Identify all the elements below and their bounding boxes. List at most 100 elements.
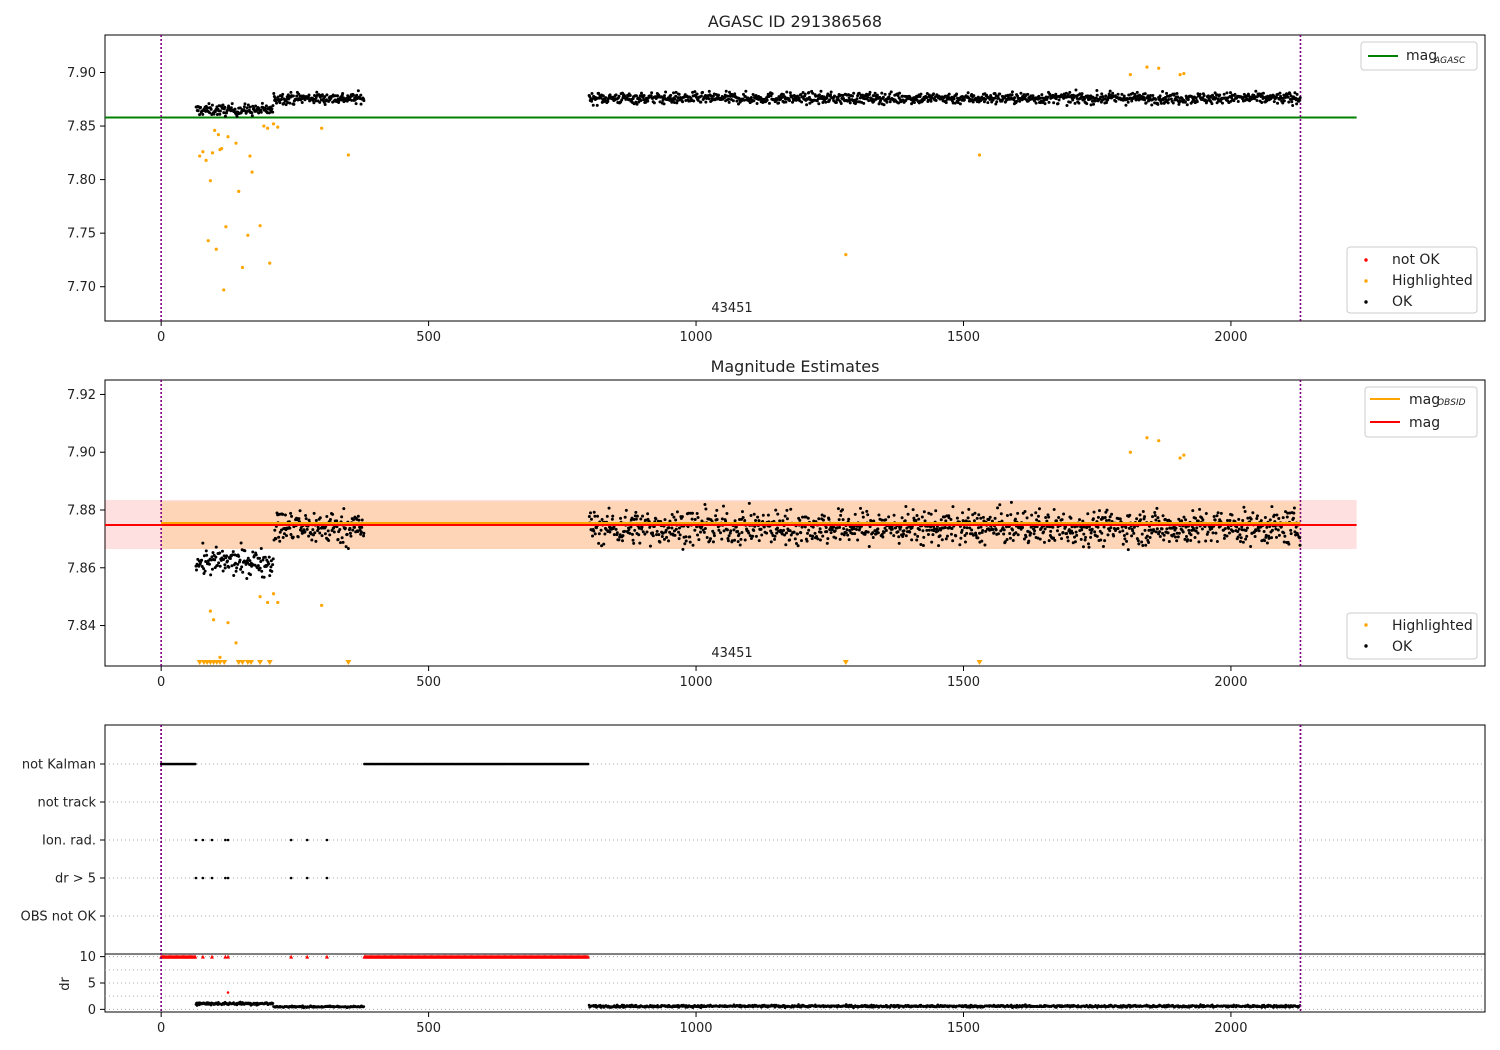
- ok-point: [968, 526, 972, 530]
- legend-label-not-ok: not OK: [1392, 252, 1440, 268]
- ok-point: [311, 528, 315, 532]
- ok-point: [225, 559, 229, 563]
- ok-point: [784, 531, 788, 535]
- ok-point: [1077, 101, 1081, 105]
- ok-point: [749, 514, 753, 518]
- ok-point: [796, 544, 800, 548]
- ok-point: [278, 101, 282, 105]
- ok-point: [623, 515, 627, 519]
- ok-point: [271, 563, 275, 567]
- ok-point: [1259, 519, 1263, 523]
- ok-point: [1154, 518, 1158, 522]
- ok-point: [348, 526, 352, 530]
- ok-point: [218, 564, 222, 568]
- ok-point: [1282, 540, 1286, 544]
- ok-point: [1037, 507, 1041, 511]
- ok-point: [866, 95, 870, 99]
- panel1-title: AGASC ID 291386568: [708, 12, 882, 31]
- ok-point: [1212, 514, 1216, 518]
- ok-point: [866, 513, 870, 517]
- highlighted-point: [204, 158, 208, 162]
- ok-point: [752, 99, 756, 103]
- ok-point: [1227, 531, 1231, 535]
- ok-point: [848, 528, 852, 532]
- ok-point: [882, 103, 886, 107]
- ok-point: [1122, 534, 1126, 538]
- ok-point: [1253, 534, 1257, 538]
- highlighted-point: [213, 128, 217, 132]
- ok-point: [1151, 94, 1155, 98]
- ok-point: [703, 502, 707, 506]
- ok-point: [762, 525, 766, 529]
- ok-point: [1272, 100, 1276, 104]
- ok-point: [912, 516, 916, 520]
- ok-point: [840, 532, 844, 536]
- ok-point: [1107, 518, 1111, 522]
- ok-point: [1201, 96, 1205, 100]
- ok-point: [1030, 513, 1034, 517]
- ok-point: [1114, 99, 1118, 103]
- highlighted-point: [224, 225, 228, 229]
- ok-point: [645, 530, 649, 534]
- ok-point: [658, 540, 662, 544]
- panel2-title: Magnitude Estimates: [711, 357, 880, 376]
- ok-point: [621, 534, 625, 538]
- ok-point: [239, 541, 243, 545]
- ok-point: [1132, 525, 1136, 529]
- ok-point: [871, 531, 875, 535]
- ok-point: [1121, 542, 1125, 546]
- ok-point: [285, 534, 289, 538]
- ok-point: [1272, 513, 1276, 517]
- ok-point: [641, 514, 645, 518]
- ok-point: [889, 531, 893, 535]
- ok-point: [918, 95, 922, 99]
- ok-point: [699, 100, 703, 104]
- ok-point: [257, 111, 261, 115]
- ok-point: [695, 92, 699, 96]
- ok-point: [940, 538, 944, 542]
- clipped-highlighted-marker: [345, 660, 352, 665]
- ok-point: [277, 535, 281, 539]
- ok-point: [657, 533, 661, 537]
- ok-point: [1167, 539, 1171, 543]
- ok-point: [1054, 519, 1058, 523]
- ok-point: [1096, 515, 1100, 519]
- ok-point: [1071, 98, 1075, 102]
- ok-point: [597, 541, 601, 545]
- ok-point: [662, 102, 666, 106]
- ok-point: [825, 541, 829, 545]
- ok-point: [663, 94, 667, 98]
- ok-point: [1131, 529, 1135, 533]
- highlighted-point: [198, 154, 202, 158]
- ok-point: [227, 565, 231, 569]
- ok-point: [808, 101, 812, 105]
- ok-point: [1297, 98, 1301, 102]
- ok-point: [726, 94, 730, 98]
- ok-point: [316, 527, 320, 531]
- ok-point: [1159, 101, 1163, 105]
- dr-capped-marker: [223, 954, 228, 959]
- ok-point: [662, 537, 666, 541]
- ok-point: [839, 513, 843, 517]
- ok-point: [1124, 526, 1128, 530]
- ok-point: [1106, 533, 1110, 537]
- ok-point: [804, 515, 808, 519]
- ok-point: [225, 554, 229, 558]
- highlighted-point: [210, 151, 215, 155]
- panel4-plot-area: [105, 725, 1485, 1012]
- ok-point: [642, 94, 646, 98]
- ok-point: [1162, 538, 1166, 542]
- ok-point: [661, 98, 665, 102]
- ok-point: [1182, 515, 1186, 519]
- ok-point: [817, 517, 821, 521]
- ok-point: [284, 103, 288, 107]
- ok-point: [614, 527, 618, 531]
- ok-point: [1216, 511, 1220, 515]
- x-tick-label: 1500: [947, 675, 980, 690]
- ok-point: [883, 92, 887, 96]
- ok-point: [271, 557, 275, 561]
- ok-point: [250, 114, 254, 118]
- ok-point: [1158, 94, 1162, 98]
- ok-point: [929, 99, 933, 103]
